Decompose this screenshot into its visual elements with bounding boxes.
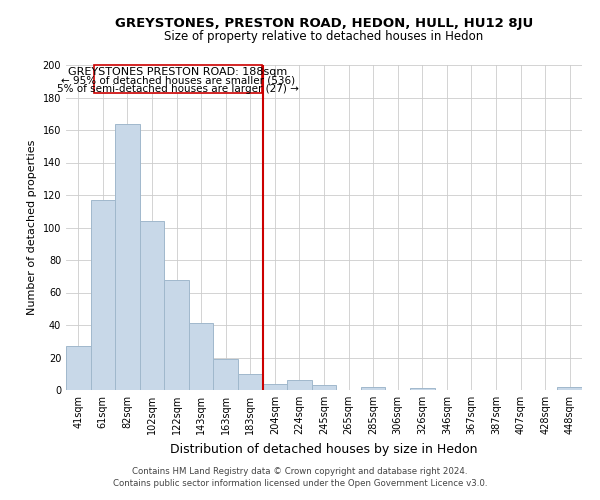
Bar	[140, 221, 164, 390]
Bar	[263, 384, 287, 390]
Bar	[164, 280, 189, 390]
Text: Contains public sector information licensed under the Open Government Licence v3: Contains public sector information licen…	[113, 478, 487, 488]
Bar	[287, 380, 312, 390]
Text: Size of property relative to detached houses in Hedon: Size of property relative to detached ho…	[164, 30, 484, 43]
Text: Contains HM Land Registry data © Crown copyright and database right 2024.: Contains HM Land Registry data © Crown c…	[132, 467, 468, 476]
Bar	[115, 124, 140, 390]
Bar	[94, 65, 262, 92]
Bar	[361, 387, 385, 390]
Y-axis label: Number of detached properties: Number of detached properties	[27, 140, 37, 315]
Bar	[410, 388, 434, 390]
Bar	[66, 346, 91, 390]
Text: 5% of semi-detached houses are larger (27) →: 5% of semi-detached houses are larger (2…	[57, 84, 299, 94]
Bar	[312, 385, 336, 390]
Bar	[91, 200, 115, 390]
Text: ← 95% of detached houses are smaller (536): ← 95% of detached houses are smaller (53…	[61, 76, 295, 86]
Bar	[214, 359, 238, 390]
Bar	[557, 387, 582, 390]
Bar	[189, 324, 214, 390]
Text: GREYSTONES, PRESTON ROAD, HEDON, HULL, HU12 8JU: GREYSTONES, PRESTON ROAD, HEDON, HULL, H…	[115, 18, 533, 30]
Text: GREYSTONES PRESTON ROAD: 188sqm: GREYSTONES PRESTON ROAD: 188sqm	[68, 68, 287, 78]
Bar	[238, 374, 263, 390]
X-axis label: Distribution of detached houses by size in Hedon: Distribution of detached houses by size …	[170, 442, 478, 456]
